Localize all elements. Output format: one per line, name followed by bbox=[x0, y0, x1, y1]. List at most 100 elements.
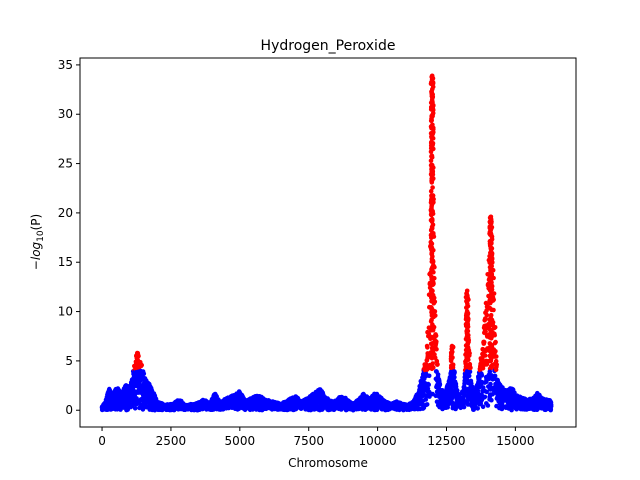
data-point bbox=[487, 272, 493, 277]
data-point bbox=[464, 369, 470, 374]
data-point bbox=[489, 322, 495, 327]
data-point bbox=[135, 378, 140, 384]
data-point bbox=[429, 317, 434, 323]
data-points bbox=[99, 73, 554, 413]
data-point bbox=[434, 346, 439, 352]
data-point bbox=[129, 403, 135, 409]
data-point bbox=[464, 399, 469, 404]
data-point bbox=[489, 280, 494, 285]
data-point bbox=[428, 295, 434, 300]
data-point bbox=[482, 394, 488, 400]
data-point bbox=[430, 265, 435, 270]
data-point bbox=[487, 264, 493, 270]
data-point bbox=[449, 343, 455, 349]
data-point bbox=[429, 178, 435, 183]
data-point bbox=[464, 305, 469, 310]
data-point bbox=[132, 406, 138, 411]
data-point bbox=[488, 331, 493, 336]
data-point bbox=[475, 406, 481, 411]
data-point bbox=[488, 221, 494, 226]
data-point bbox=[433, 333, 439, 339]
data-point bbox=[464, 288, 470, 294]
data-point bbox=[489, 234, 495, 239]
data-point bbox=[489, 350, 494, 355]
data-point bbox=[429, 170, 435, 175]
data-point bbox=[485, 403, 491, 408]
data-point bbox=[429, 136, 435, 141]
data-point bbox=[489, 250, 494, 256]
x-tick-label: 12500 bbox=[427, 434, 465, 448]
data-point bbox=[489, 225, 495, 230]
data-point bbox=[488, 358, 494, 364]
data-point bbox=[430, 341, 435, 346]
data-point bbox=[430, 326, 436, 332]
y-tick-label: 10 bbox=[58, 305, 73, 319]
data-point bbox=[489, 397, 494, 403]
data-point bbox=[429, 313, 435, 318]
x-tick-label: 0 bbox=[98, 434, 106, 448]
data-point bbox=[429, 246, 434, 252]
data-point bbox=[464, 337, 469, 342]
data-point bbox=[464, 331, 470, 336]
data-point bbox=[494, 354, 499, 359]
data-point bbox=[448, 356, 454, 362]
data-point bbox=[465, 348, 470, 353]
data-point bbox=[488, 245, 494, 250]
data-point bbox=[134, 396, 139, 401]
data-point bbox=[426, 373, 432, 379]
data-point bbox=[429, 204, 434, 209]
data-point bbox=[429, 291, 434, 296]
data-point bbox=[465, 390, 471, 395]
data-point bbox=[465, 341, 471, 346]
data-point bbox=[484, 312, 490, 318]
data-point bbox=[449, 351, 454, 356]
data-point bbox=[435, 372, 441, 377]
data-point bbox=[464, 378, 470, 383]
data-point bbox=[480, 404, 486, 410]
data-point bbox=[141, 371, 147, 377]
data-point bbox=[425, 345, 430, 350]
data-point bbox=[429, 275, 435, 280]
data-point bbox=[430, 185, 435, 190]
data-point bbox=[430, 345, 435, 350]
data-point bbox=[488, 385, 493, 390]
data-point bbox=[449, 392, 455, 398]
data-point bbox=[481, 339, 487, 345]
data-point bbox=[429, 219, 435, 224]
y-tick-label: 0 bbox=[65, 403, 73, 417]
data-point bbox=[450, 403, 456, 409]
data-point bbox=[487, 257, 493, 262]
data-point bbox=[429, 104, 434, 110]
data-point bbox=[437, 382, 443, 387]
data-point bbox=[134, 361, 140, 367]
data-point bbox=[548, 403, 554, 409]
x-tick-label: 7500 bbox=[293, 434, 324, 448]
data-point bbox=[448, 388, 454, 394]
data-point bbox=[429, 89, 435, 95]
data-point bbox=[430, 365, 436, 370]
data-point bbox=[448, 371, 454, 376]
x-tick-label: 15000 bbox=[496, 434, 534, 448]
data-point bbox=[488, 364, 494, 369]
data-point bbox=[430, 211, 436, 216]
data-point bbox=[487, 288, 493, 293]
y-tick-label: 5 bbox=[65, 354, 73, 368]
data-point bbox=[489, 307, 494, 313]
data-point bbox=[494, 362, 500, 367]
data-point bbox=[464, 363, 469, 368]
data-point bbox=[487, 298, 492, 304]
data-point bbox=[488, 214, 494, 220]
data-point bbox=[448, 365, 454, 371]
x-tick-label: 10000 bbox=[359, 434, 397, 448]
data-point bbox=[429, 334, 434, 340]
data-point bbox=[429, 73, 435, 79]
data-point bbox=[479, 373, 485, 378]
data-point bbox=[487, 241, 493, 247]
data-point bbox=[489, 343, 495, 348]
data-point bbox=[464, 314, 469, 319]
data-point bbox=[482, 353, 488, 358]
data-point bbox=[430, 322, 435, 327]
data-point bbox=[429, 241, 435, 246]
data-point bbox=[429, 269, 434, 275]
